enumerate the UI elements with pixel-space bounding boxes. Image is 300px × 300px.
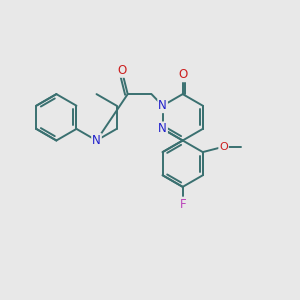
Text: N: N — [158, 99, 167, 112]
Text: F: F — [179, 198, 186, 211]
Text: N: N — [158, 122, 167, 135]
Text: N: N — [92, 134, 101, 147]
Text: O: O — [219, 142, 228, 152]
Text: O: O — [117, 64, 126, 77]
Text: O: O — [178, 68, 187, 81]
